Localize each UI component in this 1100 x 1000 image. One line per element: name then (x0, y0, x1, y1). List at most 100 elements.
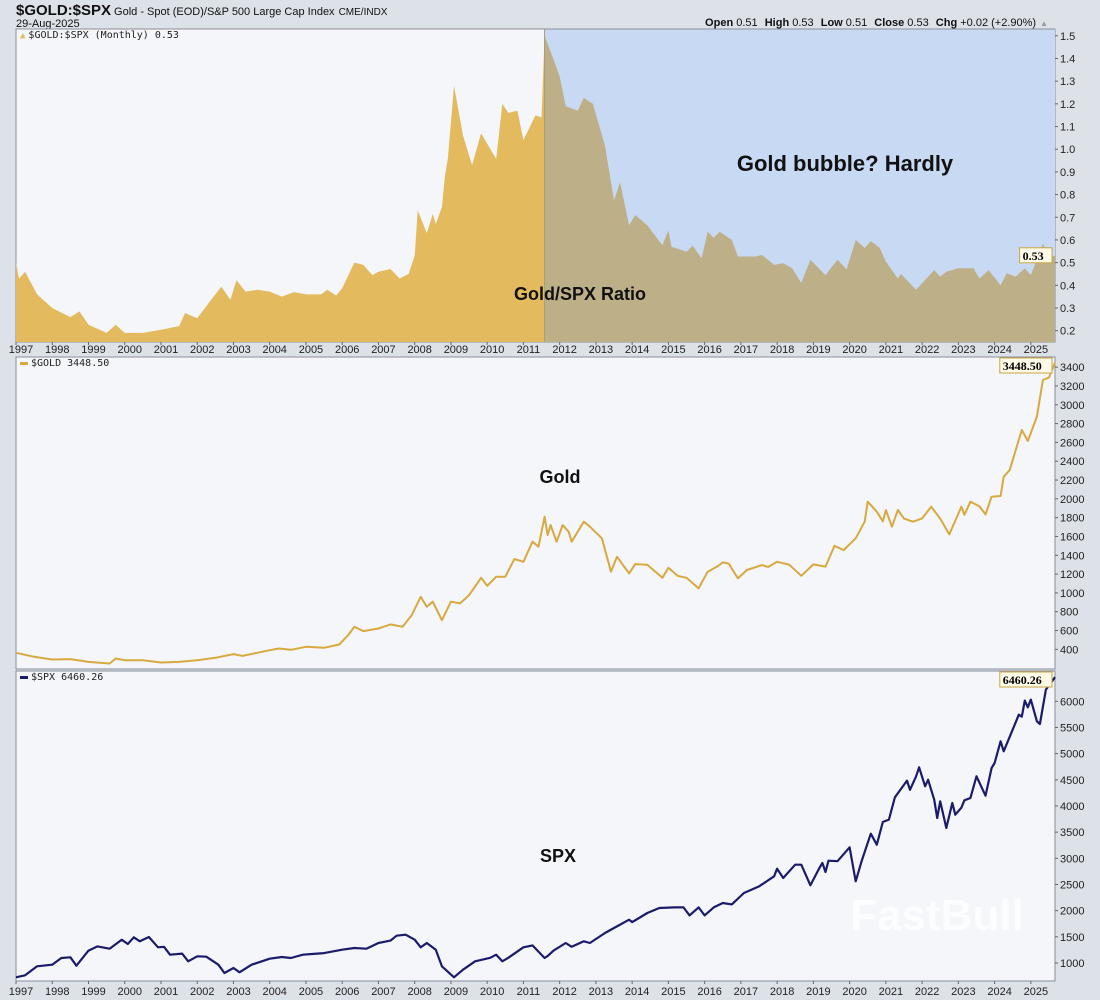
spx-legend-text: $SPX 6460.26 (31, 672, 104, 683)
x-tick-label: 2015 (661, 986, 685, 998)
y-tick-label: 1000 (1060, 958, 1084, 970)
y-tick-label: 3400 (1060, 362, 1084, 374)
last-value-label: 0.53 (1023, 249, 1044, 263)
x-tick-label: 2009 (444, 986, 468, 998)
low-label: Low (820, 17, 843, 29)
x-tick-label: 2005 (299, 986, 323, 998)
y-tick-label: 2800 (1060, 419, 1084, 431)
x-tick-label: 2001 (154, 986, 178, 998)
up-triangle-icon: ▲ (1040, 19, 1048, 28)
x-tick-label: 2014 (625, 986, 649, 998)
mountain-icon: ▲ (20, 31, 26, 41)
y-tick-label: 600 (1060, 626, 1078, 638)
x-tick-label: 2019 (806, 344, 830, 356)
x-tick-label: 2016 (697, 344, 721, 356)
x-tick-label: 2014 (625, 344, 649, 356)
annotation-gold-bubble: Gold bubble? Hardly (737, 151, 954, 176)
exchange-label: CME/INDX (338, 7, 388, 18)
y-tick-label: 2600 (1060, 437, 1084, 449)
y-tick-label: 2000 (1060, 906, 1084, 918)
gold-legend: $GOLD 3448.50 (20, 358, 109, 369)
high-value: 0.53 (792, 17, 814, 29)
x-tick-label: 2023 (951, 344, 975, 356)
annotation-ratio: Gold/SPX Ratio (514, 284, 646, 304)
y-tick-label: 6000 (1060, 696, 1084, 708)
x-tick-label: 2013 (589, 986, 613, 998)
line-swatch-icon (20, 675, 28, 679)
x-tick-label: 2006 (335, 986, 359, 998)
x-tick-label: 2012 (552, 344, 576, 356)
y-tick-label: 5500 (1060, 722, 1084, 734)
x-tick-label: 2010 (480, 344, 504, 356)
open-value: 0.51 (736, 17, 758, 29)
annotation-gold: Gold (540, 467, 581, 487)
x-tick-label: 2024 (987, 986, 1011, 998)
x-tick-label: 2009 (444, 344, 468, 356)
x-tick-label: 2003 (226, 986, 250, 998)
x-tick-label: 2002 (190, 344, 214, 356)
x-tick-label: 1999 (81, 344, 105, 356)
y-tick-label: 1.1 (1060, 122, 1075, 134)
x-tick-label: 2007 (371, 344, 395, 356)
high-label: High (764, 17, 790, 29)
y-tick-label: 0.5 (1060, 258, 1075, 270)
y-tick-label: 4000 (1060, 801, 1084, 813)
y-tick-label: 3200 (1060, 381, 1084, 393)
chart-header: $GOLD:$SPX Gold - Spot (EOD)/S&P 500 Larg… (16, 2, 387, 20)
y-tick-label: 1.0 (1060, 144, 1075, 156)
y-tick-label: 0.7 (1060, 212, 1075, 224)
x-tick-label: 2003 (226, 344, 250, 356)
y-tick-label: 0.4 (1060, 280, 1075, 292)
x-tick-label: 2025 (1024, 344, 1048, 356)
spx-price-line (15, 676, 1056, 979)
y-tick-label: 0.2 (1060, 326, 1075, 338)
fastbull-watermark: FastBull (850, 891, 1024, 940)
x-tick-label: 2020 (842, 986, 866, 998)
x-tick-label: 2001 (154, 344, 178, 356)
y-tick-label: 0.6 (1060, 235, 1075, 247)
y-tick-label: 1600 (1060, 531, 1084, 543)
y-tick-label: 1.2 (1060, 99, 1075, 111)
y-tick-label: 3500 (1060, 827, 1084, 839)
last-value-tag (999, 357, 1053, 374)
chg-value: +0.02 (+2.90%) (960, 17, 1037, 29)
y-tick-label: 1800 (1060, 513, 1084, 525)
x-tick-label: 1997 (9, 344, 33, 356)
y-tick-label: 3000 (1060, 853, 1084, 865)
x-tick-label: 2004 (262, 986, 286, 998)
x-tick-label: 2020 (842, 344, 866, 356)
x-tick-label: 2021 (879, 344, 903, 356)
x-tick-label: 2011 (517, 344, 541, 356)
y-tick-label: 4500 (1060, 775, 1084, 787)
low-value: 0.51 (845, 17, 868, 29)
x-tick-label: 2005 (299, 344, 323, 356)
y-tick-label: 1200 (1060, 569, 1084, 581)
ohlc-readout: Open 0.51 High 0.53 Low 0.51 Close 0.53 … (705, 17, 1052, 29)
x-tick-label: 2000 (117, 986, 141, 998)
x-tick-label: 2000 (117, 344, 141, 356)
x-tick-label: 1998 (45, 344, 69, 356)
y-tick-label: 2400 (1060, 456, 1084, 468)
x-tick-label: 2008 (407, 986, 431, 998)
x-tick-label: 2011 (517, 986, 541, 998)
y-tick-label: 1000 (1060, 588, 1084, 600)
symbol-title: $GOLD:$SPX (16, 2, 112, 19)
x-tick-label: 2012 (552, 986, 576, 998)
close-value: 0.53 (907, 17, 929, 29)
y-tick-label: 1.3 (1060, 76, 1075, 88)
y-tick-label: 1500 (1060, 932, 1084, 944)
x-tick-label: 2016 (697, 986, 721, 998)
x-tick-label: 2022 (915, 344, 939, 356)
x-tick-label: 2024 (987, 344, 1011, 356)
y-tick-label: 1.4 (1060, 53, 1075, 65)
symbol-description: Gold - Spot (EOD)/S&P 500 Large Cap Inde… (114, 6, 335, 18)
ratio-area-gold (16, 36, 545, 342)
ratio-area-shaded (544, 35, 1055, 342)
y-tick-label: 0.3 (1060, 303, 1075, 315)
x-tick-label: 1997 (9, 986, 33, 998)
gold-price-line (15, 362, 1056, 665)
x-tick-label: 2013 (589, 344, 613, 356)
x-tick-label: 2002 (190, 986, 214, 998)
x-tick-label: 2022 (915, 986, 939, 998)
